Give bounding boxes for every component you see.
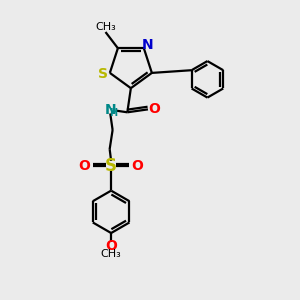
Text: H: H — [109, 108, 117, 118]
Text: S: S — [98, 68, 108, 81]
Text: CH₃: CH₃ — [95, 22, 116, 32]
Text: CH₃: CH₃ — [100, 249, 121, 259]
Text: O: O — [132, 159, 144, 173]
Text: N: N — [142, 38, 154, 52]
Text: O: O — [105, 239, 117, 253]
Text: O: O — [148, 102, 160, 116]
Text: N: N — [104, 103, 116, 117]
Text: O: O — [79, 159, 91, 173]
Text: S: S — [105, 157, 117, 175]
